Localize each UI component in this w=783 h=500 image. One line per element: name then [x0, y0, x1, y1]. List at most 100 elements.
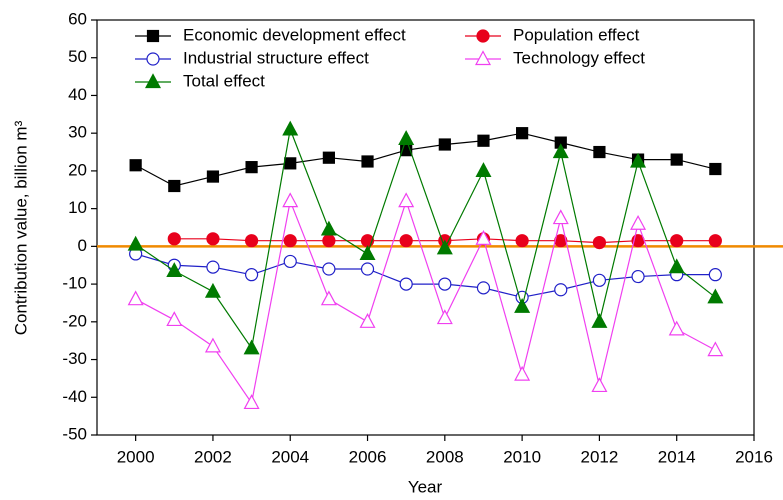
y-tick-label: 40: [68, 85, 87, 104]
data-point: [245, 161, 258, 174]
y-tick-label: 30: [68, 123, 87, 142]
data-point: [243, 339, 260, 355]
legend-marker: [146, 52, 160, 66]
legend-label: Technology effect: [513, 48, 645, 67]
y-tick-label: -20: [62, 311, 87, 330]
x-axis-label: Year: [408, 477, 443, 496]
data-point: [668, 320, 685, 336]
data-point: [631, 269, 645, 284]
y-tick-label: -10: [62, 274, 87, 293]
data-point: [475, 162, 492, 178]
data-point: [283, 254, 297, 269]
data-point: [359, 313, 376, 328]
series-line: [135, 253, 716, 298]
data-point: [322, 262, 336, 276]
y-tick-label: 60: [68, 9, 87, 28]
data-point: [284, 157, 297, 170]
x-tick-label: 2008: [426, 447, 464, 466]
legend-label: Population effect: [513, 25, 640, 44]
data-point: [514, 297, 531, 313]
data-point: [707, 288, 724, 304]
data-point: [707, 341, 724, 357]
data-point: [361, 155, 374, 168]
data-point: [204, 337, 221, 353]
x-tick-label: 2000: [117, 447, 155, 466]
data-point: [670, 234, 684, 248]
data-point: [708, 268, 722, 282]
x-tick-label: 2014: [658, 447, 696, 466]
data-point: [593, 145, 606, 159]
data-point: [282, 192, 299, 208]
data-point: [359, 245, 376, 261]
data-point: [630, 214, 647, 230]
x-tick-label: 2012: [580, 447, 618, 466]
legend-label: Total effect: [183, 71, 265, 90]
data-point: [399, 277, 413, 291]
data-point: [167, 232, 181, 246]
data-point: [668, 258, 685, 274]
data-point: [670, 153, 683, 166]
data-point: [206, 170, 220, 183]
data-point: [204, 282, 221, 298]
plot-frame: [96, 19, 755, 436]
data-point: [514, 365, 531, 381]
data-point: [168, 179, 181, 193]
y-tick-label: -30: [62, 349, 87, 368]
data-point: [515, 234, 529, 248]
data-point: [438, 277, 452, 291]
data-point: [436, 239, 453, 255]
data-point: [320, 220, 337, 236]
y-tick-label: 20: [68, 160, 87, 179]
legend-label: Economic development effect: [183, 25, 406, 44]
data-point: [709, 162, 722, 176]
data-point: [322, 234, 336, 248]
data-point: [129, 159, 142, 172]
data-point: [127, 235, 144, 251]
data-point: [630, 152, 647, 168]
x-tick-label: 2006: [349, 447, 387, 466]
data-point: [322, 151, 335, 164]
data-point: [399, 234, 413, 248]
data-point: [398, 130, 415, 145]
data-point: [554, 283, 568, 297]
series-line: [135, 127, 716, 350]
data-point: [552, 143, 569, 159]
data-point: [166, 262, 183, 277]
series-line: [135, 132, 716, 187]
data-point: [477, 134, 490, 147]
data-point: [552, 209, 569, 225]
data-point: [436, 309, 453, 325]
data-point: [283, 234, 297, 248]
data-point: [243, 394, 260, 410]
data-point: [592, 235, 607, 250]
data-point: [591, 313, 608, 328]
data-point: [282, 120, 299, 136]
series-line: [135, 198, 716, 405]
data-point: [206, 260, 220, 274]
x-tick-label: 2016: [735, 447, 773, 466]
data-point: [516, 127, 529, 140]
legend-label: Industrial structure effect: [183, 48, 369, 67]
data-point: [475, 230, 492, 245]
x-tick-label: 2004: [271, 447, 309, 466]
legend-marker: [474, 50, 492, 66]
legend-marker: [144, 73, 162, 89]
y-tick-label: -40: [62, 387, 87, 406]
data-point: [708, 234, 722, 248]
data-point: [206, 232, 220, 246]
data-point: [127, 290, 144, 306]
y-tick-label: 0: [78, 236, 87, 255]
y-tick-label: 50: [68, 47, 87, 66]
data-point: [592, 273, 607, 287]
data-point: [591, 377, 608, 393]
legend-marker: [146, 29, 160, 43]
y-axis-label: Contribution value, billion m³: [11, 120, 30, 335]
x-tick-label: 2002: [194, 447, 232, 466]
data-point: [166, 311, 183, 327]
data-point: [438, 138, 451, 151]
x-tick-label: 2010: [503, 447, 541, 466]
data-point: [320, 290, 337, 306]
data-point: [476, 281, 491, 295]
data-point: [398, 192, 415, 208]
